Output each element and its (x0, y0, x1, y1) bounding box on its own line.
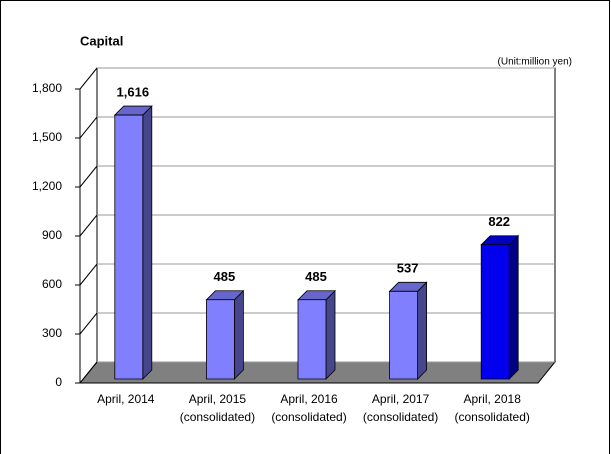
bar (205, 289, 245, 380)
chart-title: Capital (80, 33, 123, 48)
bar-front (114, 114, 144, 380)
side-line (79, 312, 98, 335)
unit-label: (Unit:million yen) (498, 57, 572, 68)
bar-side (142, 105, 153, 380)
bar (113, 105, 153, 380)
side-line (79, 361, 98, 384)
y-tick-label: 1,200 (32, 179, 62, 193)
bar-front (389, 290, 419, 380)
value-label: 1,616 (117, 84, 150, 99)
y-tick-label: 600 (42, 277, 62, 291)
value-label: 822 (488, 214, 510, 229)
bar-side (233, 289, 244, 380)
y-tick-label: 0 (55, 375, 62, 389)
x-tick-label: April, 2018 (464, 392, 522, 406)
bar-side (508, 234, 519, 380)
bar-front (205, 299, 235, 380)
y-tick-label: 300 (42, 326, 62, 340)
value-label: 485 (305, 269, 327, 284)
y-tick-label: 1,800 (32, 81, 62, 95)
bar (388, 281, 428, 380)
x-tick-label: April, 2017 (372, 392, 430, 406)
bar-side (325, 289, 336, 380)
bar (297, 289, 336, 380)
side-line (79, 165, 98, 188)
y-tick-label: 1,500 (32, 130, 62, 144)
x-tick-label: April, 2015 (189, 392, 247, 406)
x-tick-label: (consolidated) (271, 410, 346, 424)
x-tick-label: (consolidated) (455, 410, 530, 424)
x-tick-label: (consolidated) (363, 410, 438, 424)
value-label: 537 (397, 261, 419, 276)
side-line (79, 214, 98, 237)
bar-side (417, 281, 428, 380)
x-tick-label: April, 2014 (97, 392, 155, 406)
bar (480, 234, 520, 380)
x-tick-label: April, 2016 (280, 392, 338, 406)
side-line (79, 263, 98, 286)
bar-front (480, 244, 510, 380)
x-tick-label: (consolidated) (180, 410, 255, 424)
bar-front (297, 299, 327, 380)
y-tick-label: 900 (42, 228, 62, 242)
side-line (79, 67, 98, 90)
value-label: 485 (214, 269, 236, 284)
side-line (79, 116, 98, 139)
